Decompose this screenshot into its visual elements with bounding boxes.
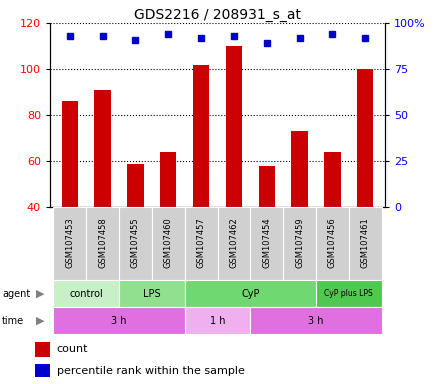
Text: GSM107460: GSM107460 — [163, 217, 172, 268]
Bar — [283, 207, 315, 280]
Text: agent: agent — [2, 289, 30, 299]
Bar — [53, 207, 86, 280]
Bar — [348, 207, 381, 280]
Bar — [356, 69, 373, 207]
Bar — [127, 164, 143, 207]
Text: GSM107462: GSM107462 — [229, 217, 238, 268]
Text: GSM107453: GSM107453 — [65, 217, 74, 268]
Bar — [315, 207, 348, 280]
Text: CyP plus LPS: CyP plus LPS — [324, 289, 372, 298]
Bar — [192, 65, 209, 207]
Text: GSM107459: GSM107459 — [294, 217, 303, 268]
Bar — [35, 364, 49, 376]
Text: GSM107461: GSM107461 — [360, 217, 369, 268]
Bar — [119, 207, 151, 280]
Bar — [184, 207, 217, 280]
Bar — [35, 342, 49, 356]
Bar — [291, 131, 307, 207]
Text: ▶: ▶ — [36, 316, 45, 326]
Bar — [160, 152, 176, 207]
Text: GSM107455: GSM107455 — [131, 217, 140, 268]
Text: 1 h: 1 h — [209, 316, 225, 326]
Bar — [53, 280, 119, 307]
Text: GSM107458: GSM107458 — [98, 217, 107, 268]
Bar — [225, 46, 242, 207]
Text: CyP: CyP — [240, 289, 259, 299]
Bar — [315, 280, 381, 307]
Text: GSM107456: GSM107456 — [327, 217, 336, 268]
Text: time: time — [2, 316, 24, 326]
Text: count: count — [57, 344, 88, 354]
Bar — [217, 207, 250, 280]
Bar — [61, 101, 78, 207]
Bar — [53, 307, 184, 334]
Text: 3 h: 3 h — [111, 316, 126, 326]
Text: percentile rank within the sample: percentile rank within the sample — [57, 366, 244, 376]
Bar — [250, 307, 381, 334]
Bar — [250, 207, 283, 280]
Bar — [94, 90, 111, 207]
Bar — [86, 207, 119, 280]
Bar — [323, 152, 340, 207]
Text: GSM107457: GSM107457 — [196, 217, 205, 268]
Bar — [258, 166, 274, 207]
Bar — [184, 307, 250, 334]
Text: ▶: ▶ — [36, 289, 45, 299]
Text: 3 h: 3 h — [308, 316, 323, 326]
Text: GSM107454: GSM107454 — [262, 217, 271, 268]
Text: LPS: LPS — [143, 289, 160, 299]
Bar — [184, 280, 315, 307]
Bar — [119, 280, 184, 307]
Text: control: control — [69, 289, 103, 299]
Title: GDS2216 / 208931_s_at: GDS2216 / 208931_s_at — [134, 8, 300, 22]
Bar — [151, 207, 184, 280]
